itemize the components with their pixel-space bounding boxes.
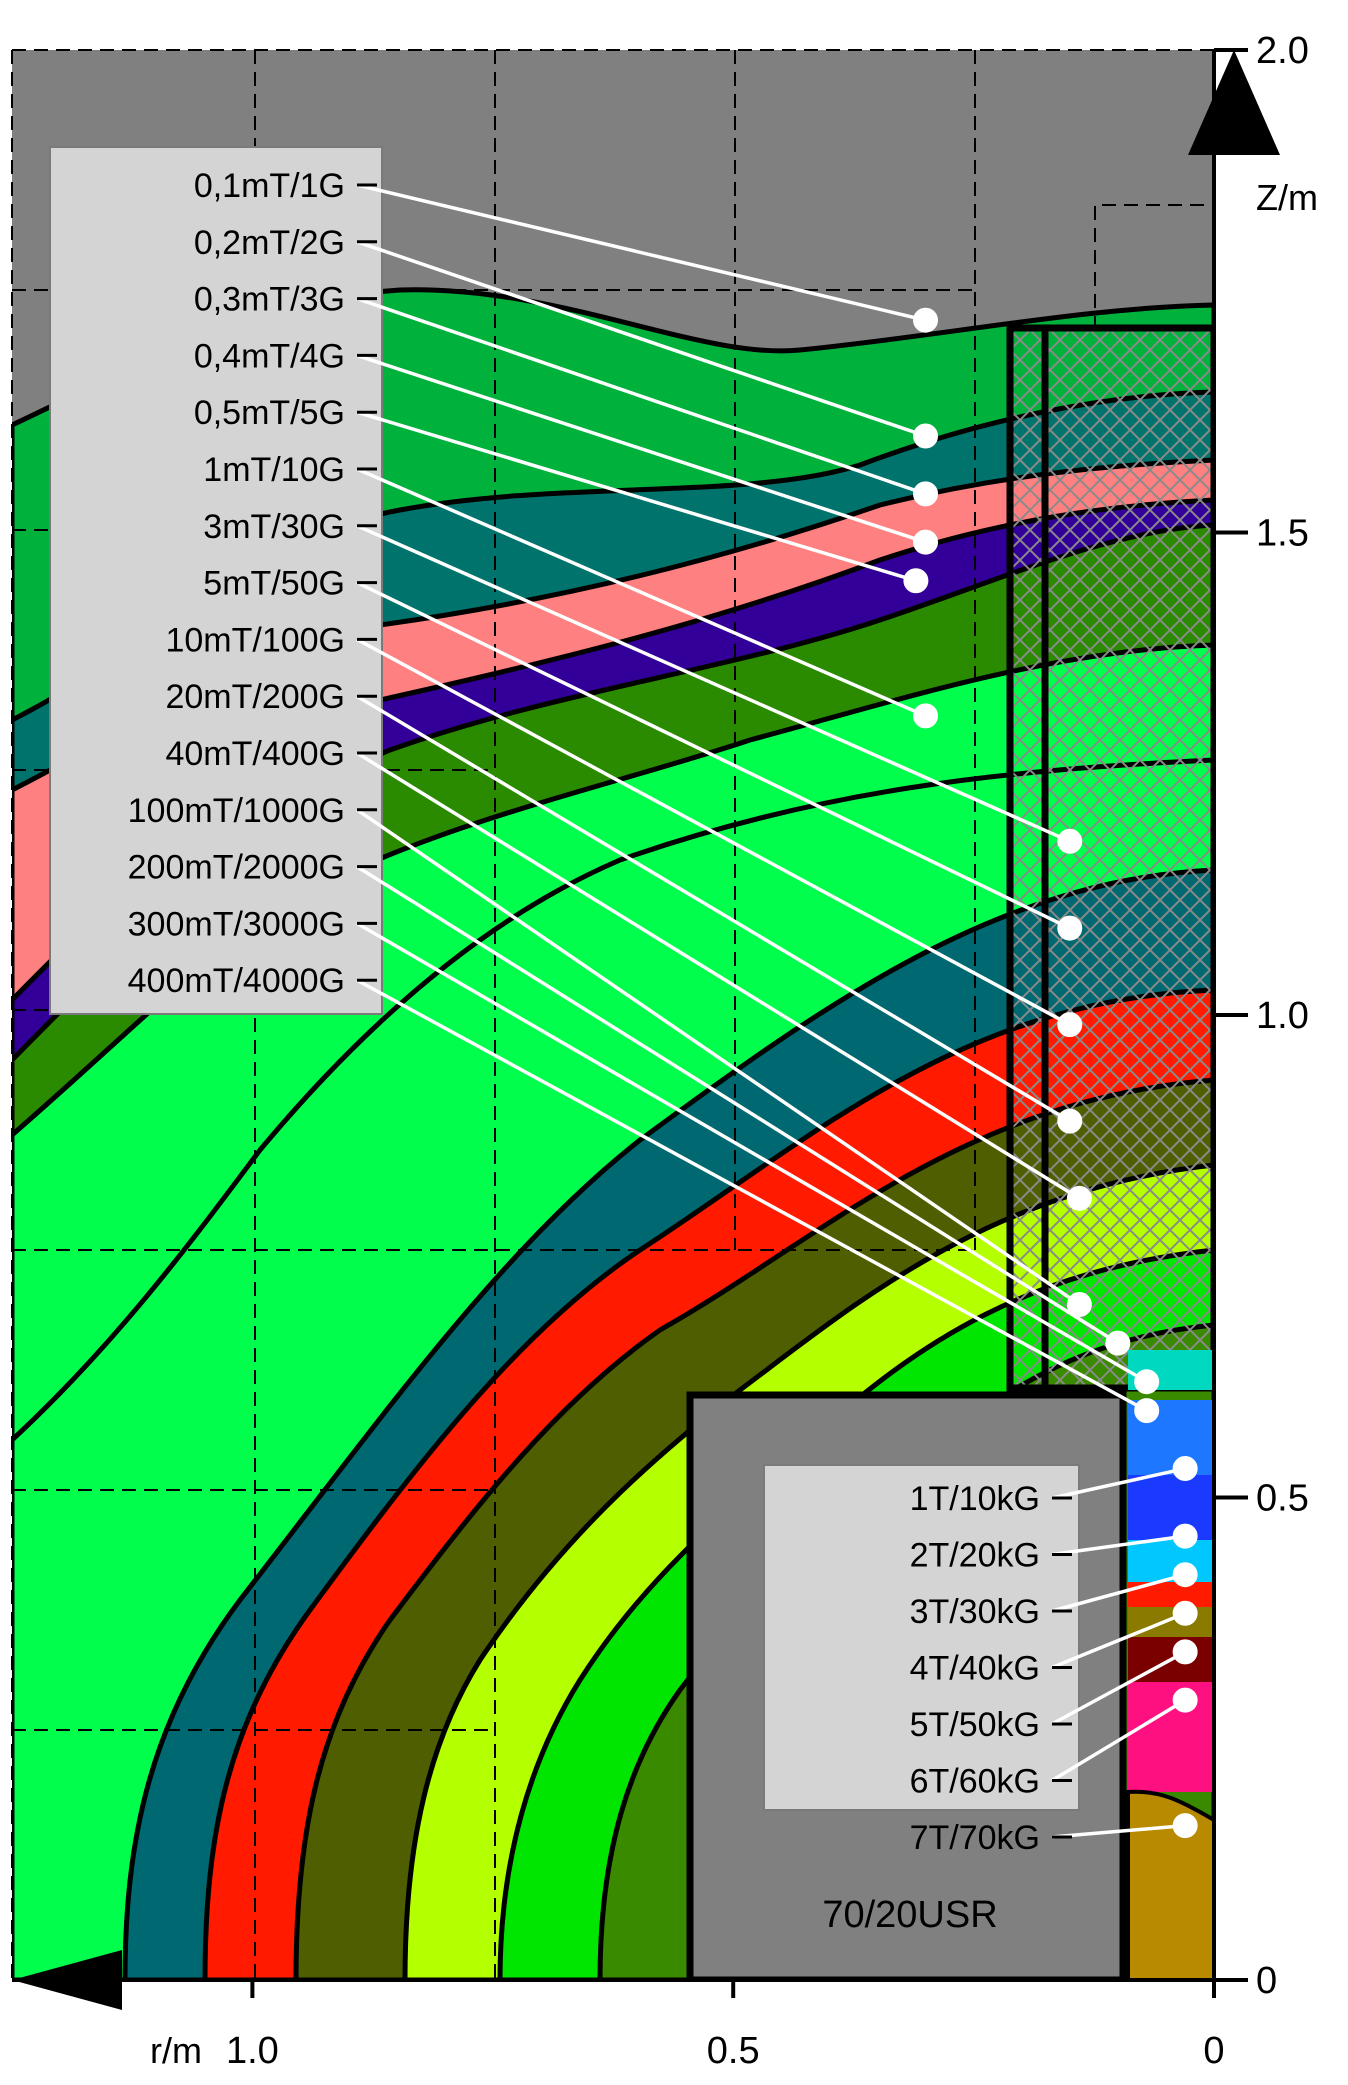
legend-inner-pointer-dot (1172, 1600, 1198, 1626)
legend-outer-leader-line (356, 694, 1071, 1123)
legend-inner-leader-line (1051, 1698, 1187, 1782)
legend-outer-label: 200mT/2000G (128, 849, 345, 887)
legend-outer-label: 0,2mT/2G (194, 224, 345, 262)
legend-outer-label: 40mT/400G (165, 735, 345, 773)
legend-inner-pointer-dot (1172, 1813, 1198, 1839)
legend-inner-leader-line (1051, 1466, 1186, 1500)
legend-outer-pointer-dot (903, 568, 929, 594)
x-axis-ticks: 1.0 0.5 0 (226, 1980, 1225, 2072)
legend-inner-pointer-dot (1172, 1523, 1198, 1549)
legend-inner-leader-line (1051, 1823, 1186, 1839)
legend-inner-label: 4T/40kG (910, 1650, 1040, 1688)
legend-outer-label: 1mT/10G (203, 451, 345, 489)
legend-outer-pointer-dot (1105, 1330, 1131, 1356)
x-tick-label: 1.0 (226, 2030, 279, 2072)
band-3T (1128, 1540, 1214, 1582)
legend-outer-label: 5mT/50G (203, 565, 345, 603)
legend-outer-label: 300mT/3000G (128, 905, 345, 943)
legend-outer-leader-line (356, 921, 1148, 1384)
legend-outer-pointer-dot (1057, 828, 1083, 854)
legend-outer-leader-line (356, 410, 917, 583)
legend-outer-label: 100mT/1000G (128, 792, 345, 830)
legend-outer-leader-line (356, 524, 1071, 843)
legend-outer-leader-line (356, 183, 926, 322)
y-tick-label: 2.0 (1256, 30, 1309, 72)
magnet-label: 70/20USR (822, 1894, 997, 1936)
legend-inner-label: 5T/50kG (910, 1706, 1040, 1744)
legend-outer-pointer-dot (913, 703, 939, 729)
x-tick-label: 0.5 (707, 2030, 760, 2072)
legend-outer-leader-line (356, 978, 1148, 1413)
legend-inner-box (763, 1464, 1080, 1811)
legend-outer-leader-line (356, 581, 1071, 930)
legend-outer-pointer-dot (913, 529, 939, 555)
legend-outer-leader-line (356, 637, 1071, 1027)
legend-inner-label: 7T/70kG (910, 1819, 1040, 1857)
legend-outer-pointer-dot (1057, 915, 1083, 941)
legend-inner-leader-line (1051, 1611, 1186, 1670)
r-axis-arrow-icon (12, 1950, 122, 2010)
y-axis-ticks: 2.0 1.5 1.0 0.5 0 (1214, 30, 1309, 2002)
band-2T (1128, 1475, 1214, 1540)
legend-inner-label: 1T/10kG (910, 1480, 1040, 1518)
leader-lines (356, 183, 1187, 1839)
legend-outer-leader-line (356, 240, 927, 438)
y-tick-label: 0 (1256, 1960, 1277, 2002)
legend-inner-label: 6T/60kG (910, 1763, 1040, 1801)
x-tick-label: 0 (1203, 2030, 1224, 2072)
y-tick-label: 1.0 (1256, 995, 1309, 1037)
legend-inner-label: 3T/30kG (910, 1593, 1040, 1631)
legend-outer-leader-line (356, 467, 927, 718)
legend-inner-label: 2T/20kG (910, 1537, 1040, 1575)
legend-outer-pointer-dot (913, 481, 939, 507)
band-7T (1128, 1682, 1214, 1792)
legend-outer-pointer-dot (1057, 1012, 1083, 1038)
legend-inner-leader-line (1051, 1534, 1186, 1557)
legend-outer-pointer-dot (1134, 1369, 1160, 1395)
coil-hatched-region (1006, 324, 1214, 1392)
legend-outer-leader-line (356, 296, 927, 496)
legend-inner-leader-line (1051, 1573, 1186, 1613)
legend-outer-pointer-dot (1057, 1108, 1083, 1134)
y-tick-label: 1.5 (1256, 513, 1309, 555)
legend-outer-pointer-dot (1066, 1185, 1092, 1211)
legend-labels: 0,1mT/1G 0,2mT/2G 0,3mT/3G 0,4mT/4G 0,5mT/5G… (128, 167, 1040, 1857)
y-tick-label: 0.5 (1256, 1478, 1309, 1520)
pointer-dots (903, 307, 1198, 1839)
legend-outer-label: 0,4mT/4G (194, 337, 345, 375)
legend-outer-label: 20mT/200G (165, 678, 345, 716)
z-axis-arrow-icon (1188, 50, 1280, 155)
legend-outer-label: 10mT/100G (165, 621, 345, 659)
legend-outer-label: 3mT/30G (203, 508, 345, 546)
legend-outer-label: 0,3mT/3G (194, 281, 345, 319)
legend-outer-leader-line (356, 808, 1081, 1306)
legend-outer-leader-line (356, 865, 1119, 1345)
legend-outer-box (49, 146, 383, 1015)
legend-inner-pointer-dot (1172, 1687, 1198, 1713)
legend-outer-pointer-dot (1134, 1398, 1160, 1424)
legend-inner-pointer-dot (1172, 1456, 1198, 1482)
x-axis-label: r/m (150, 2030, 202, 2071)
legend-outer-pointer-dot (913, 423, 939, 449)
band-above-7T (1126, 1789, 1214, 1980)
legend-outer-leader-line (356, 751, 1081, 1200)
legend-outer-label: 0,5mT/5G (194, 394, 345, 432)
legend-outer-label: 400mT/4000G (128, 962, 345, 1000)
legend-outer-pointer-dot (1066, 1292, 1092, 1317)
legend-outer-pointer-dot (913, 307, 939, 333)
legend-inner-leader-line (1051, 1650, 1186, 1726)
legend-inner-pointer-dot (1172, 1562, 1198, 1588)
legend-inner-pointer-dot (1172, 1639, 1198, 1665)
y-axis-label: Z/m (1256, 177, 1318, 218)
legend-outer-leader-line (356, 353, 927, 544)
legend-outer-label: 0,1mT/1G (194, 167, 345, 205)
